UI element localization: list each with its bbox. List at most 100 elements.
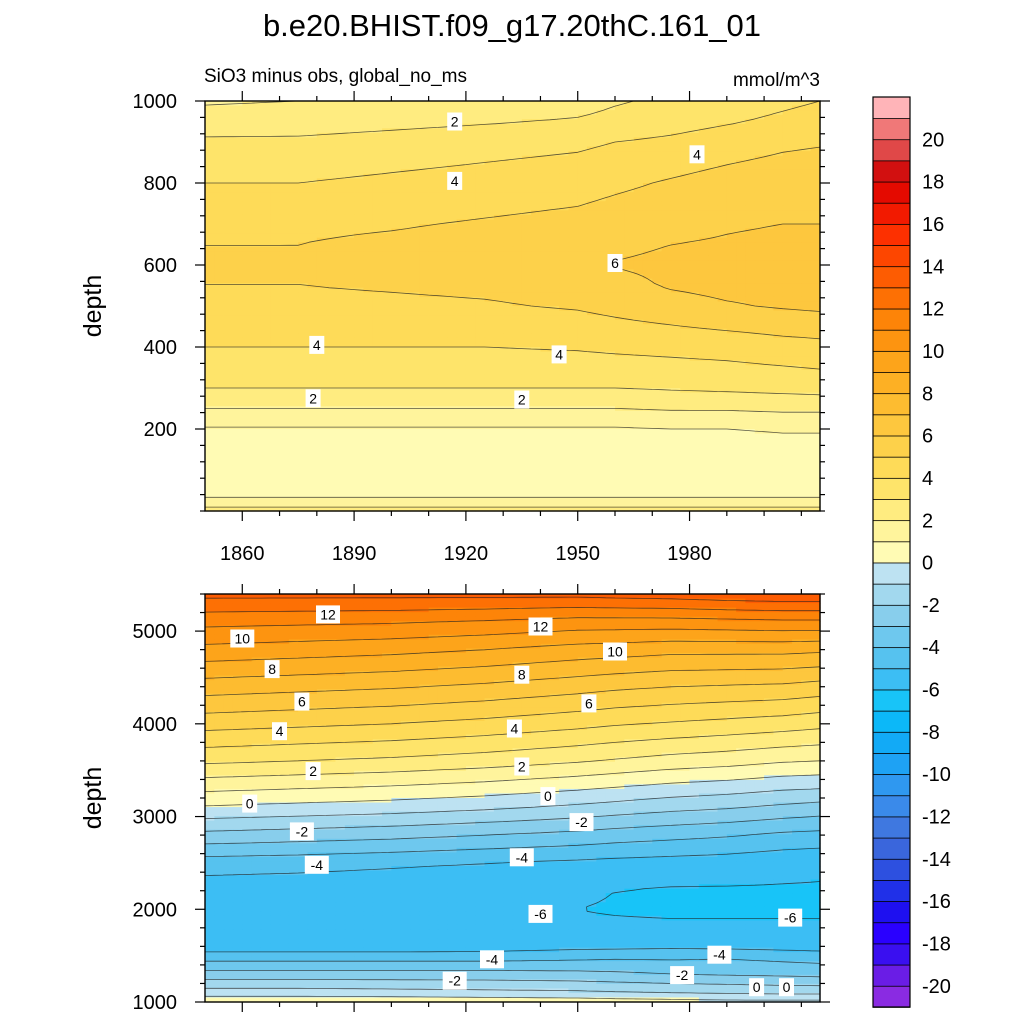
- field-cell: [260, 342, 271, 348]
- field-cell: [773, 319, 784, 325]
- field-cell: [540, 374, 551, 380]
- field-cell: [475, 419, 486, 426]
- field-cell: [260, 397, 271, 403]
- field-cell: [428, 160, 439, 166]
- field-cell: [456, 196, 467, 202]
- field-cell: [214, 196, 225, 202]
- field-cell: [624, 388, 635, 394]
- field-cell: [316, 388, 327, 394]
- field-cell: [344, 169, 355, 175]
- field-cell: [484, 178, 495, 184]
- field-cell: [661, 183, 672, 189]
- field-cell: [754, 233, 765, 239]
- field-cell: [577, 105, 588, 111]
- field-cell: [344, 164, 355, 170]
- field-cell: [736, 406, 747, 412]
- field-cell: [465, 214, 476, 221]
- field-cell: [661, 315, 672, 321]
- field-cell: [670, 178, 681, 184]
- field-cell: [223, 123, 234, 129]
- field-cell: [437, 187, 448, 193]
- field-cell: [801, 278, 812, 284]
- field-cell: [726, 383, 737, 389]
- field-cell: [260, 123, 271, 129]
- field-cell: [792, 424, 802, 430]
- field-cell: [652, 210, 663, 216]
- field-cell: [205, 228, 215, 234]
- field-cell: [792, 378, 802, 385]
- field-cell: [521, 356, 532, 362]
- field-cell: [792, 392, 802, 398]
- field-cell: [298, 356, 309, 362]
- field-cell: [726, 160, 737, 166]
- field-cell: [810, 251, 821, 257]
- field-cell: [270, 356, 281, 362]
- field-cell: [540, 164, 551, 170]
- field-cell: [587, 365, 597, 371]
- field-cell: [335, 142, 346, 148]
- field-cell: [633, 101, 644, 107]
- field-cell: [559, 187, 570, 193]
- field-cell: [214, 142, 225, 148]
- field-cell: [456, 278, 467, 284]
- field-cell: [698, 260, 709, 266]
- field-cell: [689, 123, 700, 129]
- field-cell: [326, 351, 337, 357]
- field-cell: [419, 324, 430, 330]
- field-cell: [475, 433, 486, 439]
- field-cell: [232, 242, 243, 248]
- field-cell: [531, 337, 542, 344]
- field-cell: [503, 183, 514, 189]
- field-cell: [428, 410, 439, 416]
- field-cell: [251, 342, 262, 348]
- field-cell: [382, 383, 392, 389]
- field-cell: [633, 119, 644, 125]
- field-cell: [260, 155, 271, 161]
- field-cell: [298, 201, 309, 207]
- field-cell: [251, 214, 262, 221]
- field-cell: [615, 214, 625, 221]
- field-cell: [726, 237, 737, 243]
- field-cell: [363, 160, 374, 166]
- field-cell: [503, 260, 514, 266]
- field-cell: [260, 369, 271, 375]
- field-cell: [512, 110, 523, 116]
- field-cell: [382, 283, 392, 289]
- field-cell: [810, 255, 821, 262]
- field-cell: [624, 369, 635, 375]
- field-cell: [493, 351, 504, 357]
- field-cell: [633, 155, 644, 161]
- field-cell: [270, 173, 281, 180]
- field-cell: [270, 155, 281, 161]
- field-cell: [326, 397, 337, 403]
- field-cell: [726, 155, 737, 161]
- field-cell: [484, 292, 495, 298]
- field-cell: [745, 210, 756, 216]
- field-cell: [465, 178, 476, 184]
- field-cell: [512, 101, 523, 107]
- field-cell: [661, 369, 672, 375]
- field-cell: [680, 123, 691, 129]
- field-cell: [531, 360, 542, 366]
- field-cell: [447, 292, 458, 298]
- field-cell: [521, 278, 532, 284]
- field-cell: [344, 347, 355, 353]
- field-cell: [736, 196, 747, 202]
- field-cell: [326, 119, 337, 125]
- field-cell: [344, 283, 355, 289]
- field-cell: [549, 429, 560, 435]
- field-cell: [680, 283, 691, 289]
- field-cell: [335, 310, 346, 316]
- field-cell: [754, 128, 765, 134]
- field-cell: [726, 210, 737, 216]
- field-cell: [428, 324, 439, 330]
- field-cell: [559, 142, 570, 148]
- field-cell: [633, 164, 644, 170]
- field-cell: [680, 151, 691, 157]
- field-cell: [242, 397, 253, 403]
- field-cell: [437, 146, 448, 152]
- field-cell: [698, 192, 709, 198]
- field-cell: [587, 151, 597, 157]
- field-cell: [708, 101, 719, 107]
- field-cell: [428, 187, 439, 193]
